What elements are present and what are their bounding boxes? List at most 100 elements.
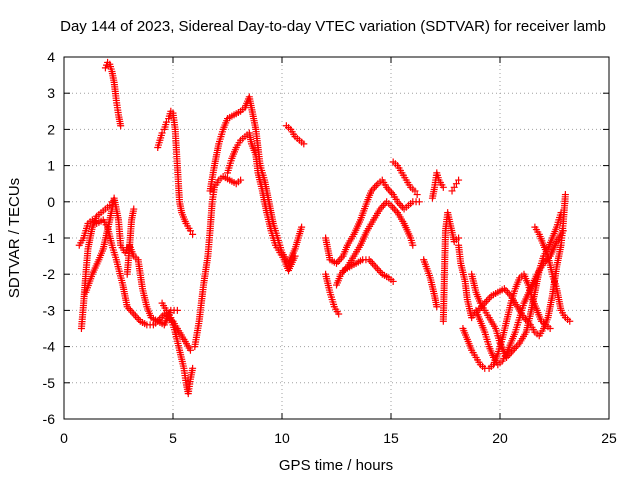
- data-point: [548, 268, 556, 276]
- data-point: [452, 180, 460, 188]
- data-point: [462, 333, 470, 341]
- data-point: [484, 311, 492, 319]
- data-point: [543, 316, 551, 324]
- data-point: [376, 178, 384, 186]
- data-point: [210, 164, 218, 172]
- data-point: [165, 311, 173, 319]
- data-point: [343, 243, 351, 251]
- data-point: [385, 200, 393, 208]
- data-point: [99, 207, 107, 215]
- data-point: [510, 330, 518, 338]
- data-point: [498, 286, 506, 294]
- data-point: [274, 246, 282, 254]
- data-point: [88, 272, 96, 280]
- data-point: [484, 340, 492, 348]
- data-point: [146, 321, 154, 329]
- data-point: [262, 206, 270, 214]
- y-tick-label: 1: [47, 158, 55, 174]
- data-point: [438, 181, 446, 189]
- data-point: [175, 344, 183, 352]
- y-tick-label: 0: [47, 194, 55, 210]
- data-point: [456, 257, 464, 265]
- data-point: [170, 326, 178, 334]
- data-point: [397, 201, 405, 209]
- data-point: [377, 268, 385, 276]
- data-point: [199, 283, 207, 291]
- data-point: [228, 112, 236, 120]
- data-point: [251, 149, 259, 157]
- y-tick-label: 4: [47, 49, 55, 65]
- data-point: [372, 182, 380, 190]
- y-tick-label: -5: [43, 375, 56, 391]
- series-arc-6: [158, 299, 197, 398]
- data-point: [413, 191, 421, 199]
- data-point: [373, 265, 381, 273]
- data-point: [557, 243, 565, 251]
- data-point: [502, 286, 510, 294]
- data-point: [534, 228, 542, 236]
- data-point: [390, 205, 398, 213]
- data-point: [368, 259, 376, 267]
- data-point: [379, 201, 387, 209]
- data-point: [356, 257, 364, 265]
- data-point: [95, 210, 103, 218]
- data-point: [355, 243, 363, 251]
- series-arc-12: [322, 176, 423, 267]
- data-point: [450, 183, 458, 191]
- data-point: [325, 286, 333, 294]
- data-point: [490, 322, 498, 330]
- data-point: [495, 337, 503, 345]
- data-point: [471, 351, 479, 359]
- series-arc-20: [439, 209, 463, 325]
- data-point: [227, 157, 235, 165]
- data-point: [181, 217, 189, 225]
- y-tick-label: -1: [43, 230, 56, 246]
- data-point: [88, 225, 96, 233]
- data-point: [231, 146, 239, 154]
- data-point: [375, 267, 383, 275]
- series-arc-8: [191, 172, 245, 351]
- data-point: [336, 272, 344, 280]
- data-point: [235, 139, 243, 147]
- series-arc-4: [123, 205, 138, 278]
- data-point: [487, 363, 495, 371]
- data-point: [511, 344, 519, 352]
- data-point: [185, 344, 193, 352]
- data-point: [564, 315, 572, 323]
- data-point: [425, 272, 433, 280]
- data-point: [552, 240, 560, 248]
- data-point: [349, 233, 357, 241]
- data-point: [152, 316, 160, 324]
- y-tick-label: 3: [47, 85, 55, 101]
- data-point: [529, 326, 537, 334]
- data-point: [492, 290, 500, 298]
- data-point: [383, 273, 391, 281]
- data-point: [519, 302, 527, 310]
- series-arc-14: [339, 256, 397, 285]
- data-point: [486, 294, 494, 302]
- data-point: [182, 376, 190, 384]
- data-point: [131, 312, 139, 320]
- data-point: [177, 206, 185, 214]
- data-point: [362, 256, 370, 264]
- data-point: [158, 320, 166, 328]
- x-tick-label: 15: [383, 430, 399, 446]
- data-point: [97, 217, 105, 225]
- data-point: [552, 225, 560, 233]
- data-point: [186, 378, 194, 386]
- data-point: [234, 109, 242, 117]
- data-point: [349, 254, 357, 262]
- data-point: [552, 282, 560, 290]
- data-point: [515, 276, 523, 284]
- data-point: [557, 304, 565, 312]
- data-point: [128, 308, 136, 316]
- data-point: [239, 134, 247, 142]
- data-point: [133, 314, 141, 322]
- data-point: [538, 327, 546, 335]
- data-point: [412, 198, 420, 206]
- data-points: [75, 58, 574, 398]
- data-point: [112, 253, 120, 261]
- data-point: [547, 236, 555, 244]
- data-point: [368, 218, 376, 226]
- series-arc-3: [82, 194, 194, 354]
